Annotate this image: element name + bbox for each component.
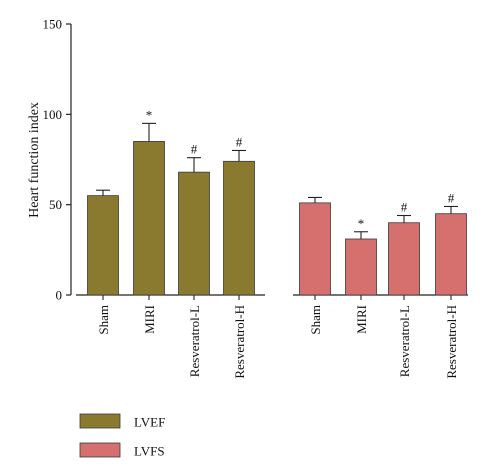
category-label: Resveratrol-H [232, 305, 247, 379]
category-labels: Sham MIRI Resveratrol-L Resveratrol-H Sham MI… [96, 305, 459, 379]
bar [178, 171, 210, 296]
significance-marker: # [236, 134, 243, 149]
bar [299, 202, 331, 296]
legend-swatch [79, 442, 121, 458]
bar [223, 160, 255, 296]
category-label: Resveratrol-L [187, 305, 202, 377]
significance-marker: # [448, 190, 455, 205]
legend-label: LVEF [134, 415, 165, 430]
significance-marker: * [146, 107, 153, 122]
bar [87, 195, 119, 296]
y-tick-label: 150 [43, 17, 63, 32]
bars: * # # * # # [87, 107, 467, 296]
category-label: Resveratrol-L [397, 305, 412, 377]
bar [435, 213, 467, 296]
category-label: Sham [96, 305, 111, 335]
category-label: MIRI [354, 305, 369, 334]
significance-marker: # [191, 142, 198, 157]
category-label: MIRI [142, 305, 157, 334]
category-label: Resveratrol-H [444, 305, 459, 379]
y-tick-label: 0 [56, 288, 63, 303]
legend-label: LVFS [134, 444, 165, 459]
y-tick-label: 100 [43, 107, 63, 122]
y-axis-title: Heart function index [27, 102, 42, 218]
y-tick-label: 50 [49, 197, 62, 212]
legend: LVEF LVFS [79, 413, 165, 459]
significance-marker: # [401, 200, 408, 215]
legend-swatch [79, 413, 121, 429]
bar [388, 222, 420, 296]
significance-marker: * [358, 216, 365, 231]
bar [345, 238, 377, 296]
bar [133, 141, 165, 296]
category-label: Sham [308, 305, 323, 335]
